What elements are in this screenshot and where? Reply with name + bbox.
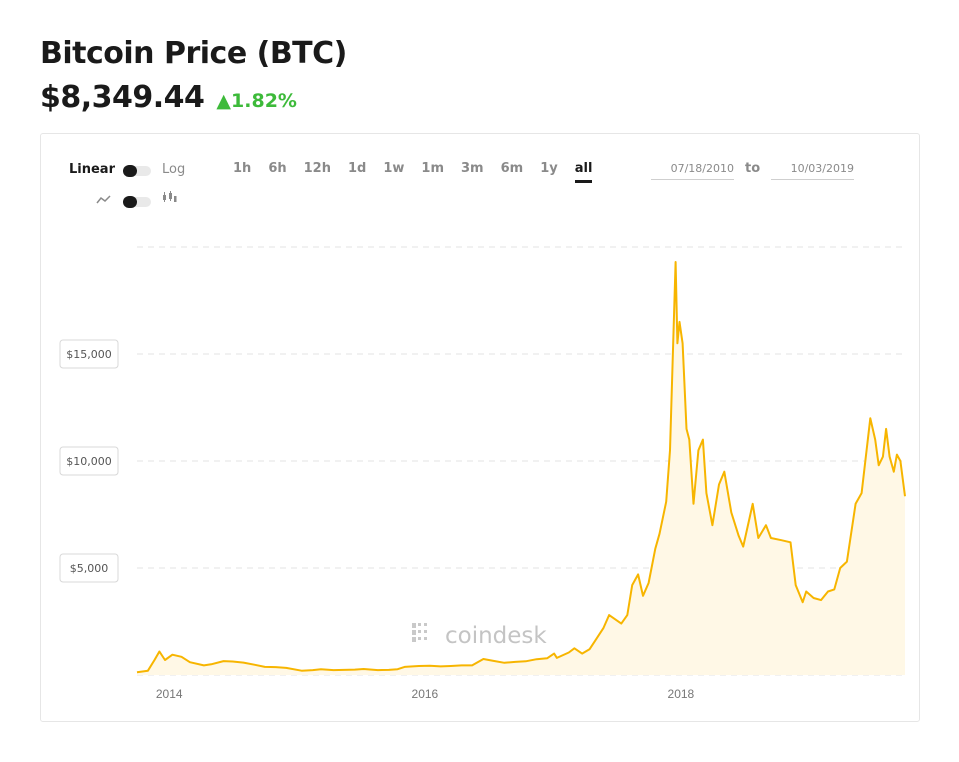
- y-tick-box: [59, 553, 119, 583]
- current-price: $8,349.44: [40, 80, 205, 115]
- date-to-input[interactable]: 10/03/2019: [771, 162, 854, 180]
- coindesk-logo-dot: [418, 623, 421, 626]
- coindesk-logo-dot: [424, 637, 427, 640]
- watermark-text: coindesk: [445, 623, 547, 649]
- coindesk-logo-dot: [418, 637, 421, 640]
- coindesk-logo-dot: [418, 630, 421, 633]
- time-range-tabs: 1h 6h 12h 1d 1w 1m 3m 6m 1y all: [233, 161, 609, 183]
- scale-log-label[interactable]: Log: [162, 162, 186, 177]
- range-tab-1y[interactable]: 1y: [540, 161, 558, 176]
- coindesk-logo-icon: [412, 623, 427, 642]
- page-title: Bitcoin Price (BTC): [40, 36, 347, 71]
- range-tab-1m[interactable]: 1m: [421, 161, 444, 176]
- coindesk-logo-dot: [424, 630, 427, 633]
- range-tab-1d[interactable]: 1d: [347, 161, 367, 176]
- chart-style-toggle-knob: [123, 196, 137, 208]
- chart-style-toggle[interactable]: [123, 196, 151, 208]
- x-tick-label: 2014: [156, 687, 183, 701]
- coindesk-logo-dot: [412, 637, 416, 642]
- date-from-input[interactable]: 07/18/2010: [651, 162, 734, 180]
- scale-toggle-knob: [123, 165, 137, 177]
- y-tick-label: $5,000: [70, 562, 109, 575]
- price-chart[interactable]: $5,000 $10,000 $15,000 2014 2016 2018 coindesk: [41, 134, 919, 721]
- range-tab-1w[interactable]: 1w: [383, 161, 405, 176]
- y-tick-box: [59, 446, 119, 476]
- chart-panel: Linear Log 1h 6h 12h 1d 1w 1m 3m 6m 1y all 07/18/…: [40, 133, 920, 722]
- y-tick-box: [59, 339, 119, 369]
- scale-toggle[interactable]: [123, 165, 151, 177]
- price-row: $8,349.44 ▲1.82%: [40, 80, 297, 115]
- price-line: [136, 261, 906, 674]
- range-tab-1h[interactable]: 1h: [233, 161, 252, 176]
- range-tab-all[interactable]: all: [574, 161, 593, 183]
- coindesk-logo-dot: [412, 630, 416, 635]
- coindesk-logo-dot: [424, 623, 427, 626]
- price-area: [137, 262, 905, 675]
- range-tab-3m[interactable]: 3m: [461, 161, 484, 176]
- coindesk-logo-dot: [412, 623, 416, 628]
- price-change-badge: ▲1.82%: [216, 90, 297, 112]
- y-tick-label: $10,000: [66, 455, 112, 468]
- x-tick-label: 2018: [668, 687, 695, 701]
- scale-linear-label[interactable]: Linear: [69, 162, 115, 177]
- range-tab-6h[interactable]: 6h: [268, 161, 287, 176]
- date-to-label: to: [745, 161, 761, 176]
- line-chart-icon[interactable]: [96, 194, 112, 206]
- x-tick-label: 2016: [412, 687, 439, 701]
- range-tab-12h[interactable]: 12h: [303, 161, 331, 176]
- range-tab-6m[interactable]: 6m: [500, 161, 524, 176]
- y-tick-label: $15,000: [66, 348, 112, 361]
- candlestick-icon[interactable]: [161, 191, 177, 205]
